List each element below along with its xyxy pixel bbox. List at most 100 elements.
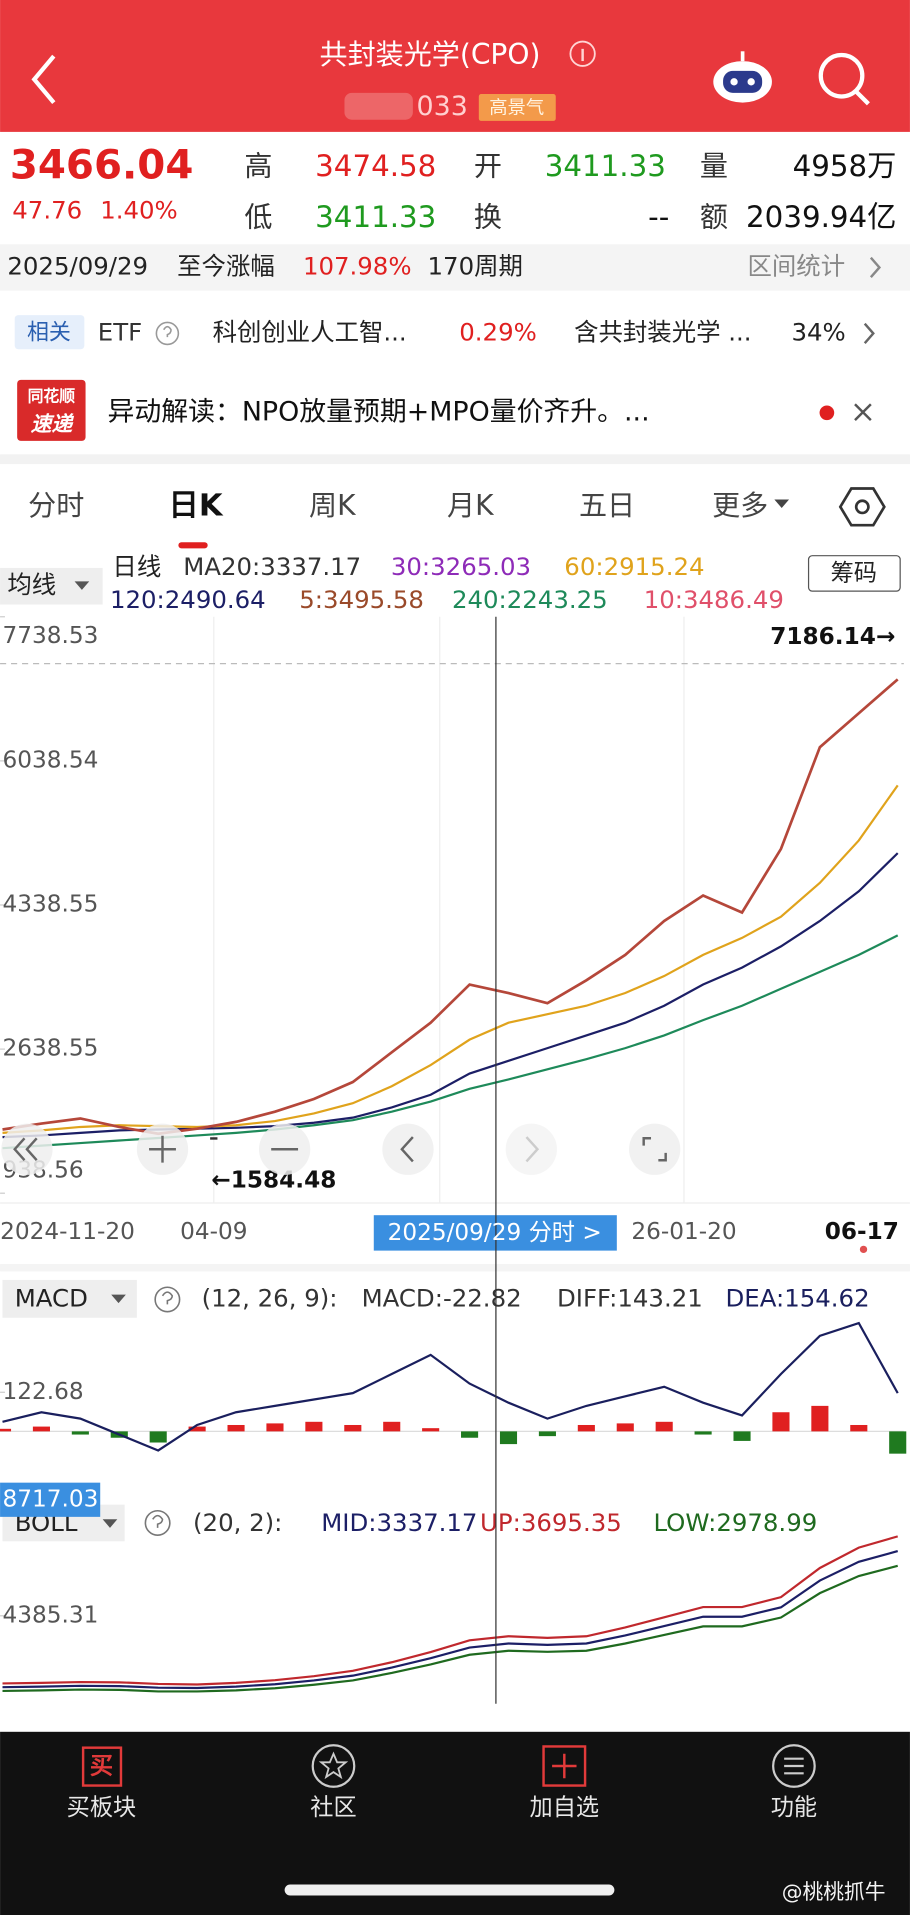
nav-label[interactable]: 买板块 — [67, 1794, 137, 1821]
chart-controls — [1, 1123, 681, 1175]
fund-name[interactable]: 科创创业人工智... — [213, 317, 407, 346]
macd-bar — [655, 1421, 673, 1432]
macd-bar — [305, 1421, 323, 1432]
series-line — [2, 678, 899, 1136]
control-icon — [525, 1136, 540, 1163]
chevron — [869, 256, 882, 279]
macd-bar — [616, 1423, 634, 1432]
close-button[interactable] — [854, 403, 872, 421]
search-ring — [818, 52, 865, 99]
help-icon-mark — [163, 325, 172, 338]
y-tick-label: 6038.54 — [3, 746, 99, 773]
field-label: 额 — [700, 201, 728, 234]
diff-value: DIFF:143.21 — [557, 1283, 703, 1312]
code-blur — [344, 92, 413, 120]
field-value: 3411.33 — [315, 200, 436, 234]
news-text[interactable]: 异动解读：NPO放量预期+MPO量价齐升。... — [108, 396, 650, 427]
community-icon — [311, 1744, 356, 1788]
period-bar — [0, 244, 910, 291]
ma-label: 240:2243.25 — [452, 585, 608, 614]
add-icon-box — [542, 1745, 587, 1787]
ma-label: 5:3495.58 — [299, 585, 424, 614]
field-value: 4958万 — [793, 149, 897, 183]
etf-label: ETF — [98, 317, 142, 346]
macd-bar — [266, 1423, 284, 1432]
news-logo — [17, 379, 86, 441]
chevron — [863, 322, 875, 344]
ma-label: MA20:3337.17 — [183, 552, 361, 581]
chips-button[interactable] — [807, 555, 901, 592]
y-tick-label: 8717.03 — [3, 1485, 99, 1512]
ma-label: 60:2915.24 — [564, 552, 704, 581]
tab[interactable]: 日K — [168, 488, 224, 523]
tab-bar: 分时 日K 周K 月K 五日 更多 — [28, 488, 790, 549]
tab[interactable]: 月K — [447, 489, 494, 522]
info-icon[interactable] — [569, 40, 596, 67]
tab-underline — [178, 542, 208, 549]
series-line — [2, 1321, 899, 1452]
field-value: 2039.94亿 — [746, 200, 896, 234]
tab[interactable]: 周K — [309, 489, 356, 522]
macd-bar — [772, 1412, 790, 1432]
nav-labels: 买板块 社区 加自选 功能 — [67, 1794, 817, 1821]
ma-label: 10:3486.49 — [644, 585, 784, 614]
crosshair-date[interactable]: 2025/09/29 分时 > — [388, 1219, 602, 1246]
selector-box[interactable] — [0, 567, 103, 605]
macd-bar — [461, 1431, 479, 1438]
control-button[interactable] — [382, 1123, 434, 1175]
help-icon[interactable] — [154, 1286, 181, 1313]
mid-value: MID:3337.17 — [321, 1508, 477, 1537]
macd-bar — [149, 1431, 167, 1443]
macd-bar — [422, 1428, 440, 1432]
period-date: 2025/09/29 — [7, 251, 148, 280]
dropdown-arrow — [111, 1294, 126, 1304]
ma-legend: MA20:3337.17 30:3265.03 60:2915.24 120:2490… — [110, 552, 784, 614]
control-icon — [400, 1136, 414, 1163]
macd-bar — [694, 1431, 712, 1435]
add-icon — [552, 1753, 577, 1779]
change: 47.76 — [12, 195, 82, 224]
buy-icon: 买 — [90, 1753, 113, 1780]
macd-bar — [850, 1424, 868, 1432]
fund-change: 0.29% — [459, 317, 537, 346]
period-label: 至今涨幅 — [177, 251, 275, 280]
settings-icon[interactable] — [838, 487, 886, 527]
low-value: LOW:2978.99 — [653, 1508, 817, 1537]
macd-bar — [499, 1431, 518, 1445]
field-label: 高 — [244, 149, 272, 182]
dea-value: DEA:154.62 — [726, 1283, 870, 1312]
max-label: 7186.14→ — [770, 623, 895, 650]
control-button[interactable] — [629, 1123, 681, 1175]
boll-params: (20, 2): — [193, 1508, 282, 1537]
macd-bar — [811, 1405, 829, 1432]
news-logo-bottom: 速递 — [31, 412, 75, 436]
help-icon[interactable] — [155, 321, 180, 346]
search-icon[interactable] — [818, 52, 870, 106]
help-icon[interactable] — [144, 1509, 171, 1536]
nav-label[interactable]: 加自选 — [530, 1794, 600, 1821]
tab[interactable]: 更多 — [712, 489, 768, 522]
robot-icon[interactable] — [713, 51, 772, 103]
control-icon — [13, 1137, 38, 1162]
control-button[interactable] — [505, 1123, 557, 1175]
y-tick-label: 2638.55 — [3, 1035, 99, 1062]
function-lines — [784, 1757, 804, 1775]
period-stats[interactable]: 区间统计 — [748, 251, 846, 280]
holding-name[interactable]: 含共封装光学 ... — [574, 317, 751, 346]
macd-bar — [188, 1426, 206, 1432]
related-box — [14, 315, 85, 350]
x-tick-label: 04-09 — [180, 1218, 247, 1245]
field-label: 低 — [244, 201, 272, 234]
ma-label: 120:2490.64 — [110, 585, 266, 614]
separator — [0, 1264, 910, 1272]
back-button[interactable] — [31, 54, 56, 104]
nav-label[interactable]: 功能 — [771, 1794, 817, 1821]
selector-box[interactable] — [2, 1279, 137, 1318]
boll-chart: 4385.31 8717.03 — [0, 1482, 899, 1693]
period-type: 日线 — [112, 552, 161, 581]
tab[interactable]: 五日 — [579, 489, 635, 522]
related-label: 相关 — [27, 320, 71, 345]
nav-label[interactable]: 社区 — [310, 1794, 356, 1821]
tab[interactable]: 分时 — [28, 489, 84, 522]
